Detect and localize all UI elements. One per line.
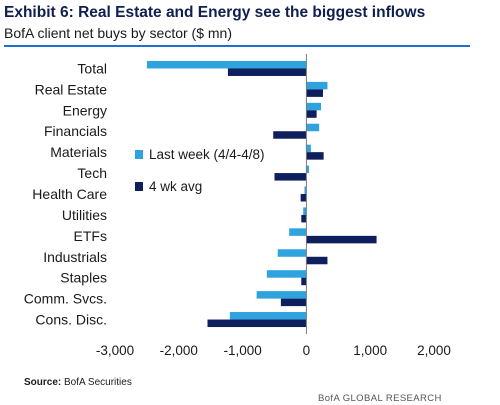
bar-4wk-avg-staples [301,277,307,286]
legend-label-4wk-avg: 4 wk avg [149,179,202,194]
bar-4wk-avg-health-care [300,194,307,202]
category-label: Health Care [32,186,107,202]
category-label: Utilities [62,207,107,223]
bar-4wk-avg-industrials [306,256,328,265]
x-tick-label: 0 [303,343,311,358]
category-label: Staples [60,270,107,286]
category-label: Cons. Disc. [35,312,107,328]
legend-label-last-week: Last week (4/4-4/8) [149,147,265,162]
category-label: Materials [50,144,107,160]
category-label: Comm. Svcs. [24,291,107,307]
bar-last-week-health-care [304,186,307,194]
bar-last-week-comm-svcs [256,291,307,299]
chart-title: Exhibit 6: Real Estate and Energy see th… [4,4,426,21]
source-note: Source: BofA Securities [24,377,132,388]
bar-4wk-avg-etfs [306,235,377,244]
category-label: Energy [63,102,107,118]
category-label: Total [77,60,107,76]
x-tick-label: -2,000 [160,343,198,358]
brand-footer: BofA GLOBAL RESEARCH [318,393,442,404]
legend-swatch-4wk-avg [135,182,143,191]
legend-swatch-last-week [135,150,143,159]
bar-4wk-avg-tech [274,173,307,181]
x-tick-label: -1,000 [223,343,261,358]
bar-last-week-staples [266,270,307,278]
category-label: Real Estate [35,81,108,97]
x-tick-label: 1,000 [353,343,387,358]
bar-last-week-industrials [277,249,307,257]
bar-4wk-avg-total [227,68,307,76]
bar-last-week-financials [306,123,320,132]
bar-last-week-energy [306,102,322,111]
x-tick-label: -3,000 [96,343,134,358]
source-text: BofA Securities [64,377,132,388]
bar-4wk-avg-financials [273,131,307,139]
bar-4wk-avg-utilities [301,214,307,223]
bar-4wk-avg-materials [306,152,324,160]
bar-4wk-avg-comm-svcs [280,298,307,307]
bar-4wk-avg-cons-disc [207,319,307,328]
chart-subtitle: BofA client net buys by sector ($ mn) [4,25,232,41]
category-label: Tech [77,165,107,181]
bar-last-week-real-estate [306,81,328,90]
bar-last-week-materials [306,144,311,153]
bar-last-week-utilities [303,207,307,215]
bar-last-week-tech [306,165,309,174]
category-label: ETFs [74,228,107,244]
bar-last-week-total [146,60,307,69]
bar-4wk-avg-energy [306,110,317,118]
title-divider [4,45,470,47]
category-label: Financials [44,123,107,139]
x-tick-label: 2,000 [417,343,451,358]
bar-4wk-avg-real-estate [306,89,323,97]
bar-last-week-cons-disc [229,312,307,320]
chart-header: Exhibit 6: Real Estate and Energy see th… [0,0,500,50]
category-label: Industrials [43,249,107,265]
bar-last-week-etfs [289,228,307,236]
source-label: Source: [24,377,62,388]
